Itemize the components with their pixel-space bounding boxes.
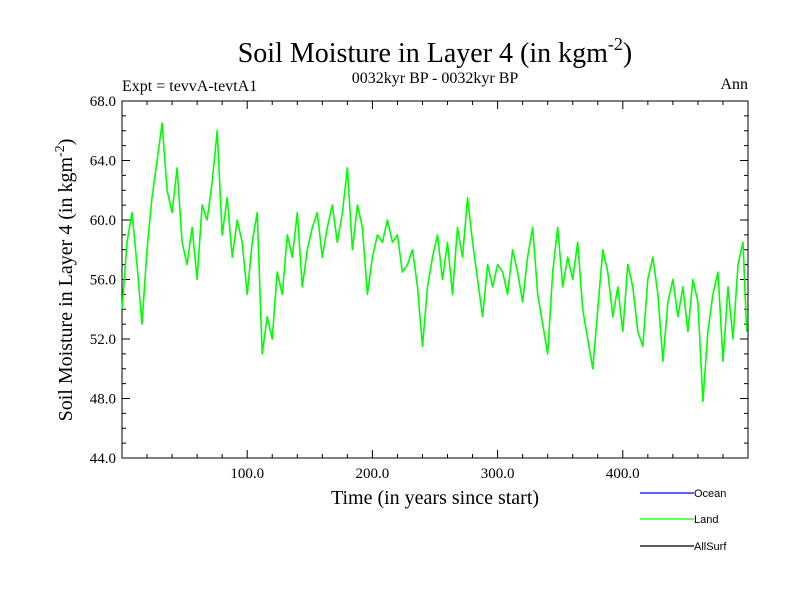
y-tick-label: 52.0 [90, 332, 116, 348]
experiment-label: Expt = tevvA-tevtA1 [122, 78, 257, 95]
x-tick-label: 300.0 [481, 466, 515, 482]
y-axis-label: Soil Moisture in Layer 4 (in kgm-2) [53, 139, 77, 422]
y-tick-label: 60.0 [90, 213, 116, 229]
legend-label: AllSurf [694, 541, 727, 553]
period-label: 0032kyr BP - 0032kyr BP [352, 70, 519, 87]
season-label: Ann [720, 76, 748, 93]
plot-frame [121, 100, 749, 459]
legend-label: Ocean [694, 488, 726, 500]
x-tick-label: 100.0 [230, 466, 264, 482]
x-axis-label: Time (in years since start) [331, 487, 539, 509]
x-tick-label: 200.0 [356, 466, 390, 482]
y-tick-label: 56.0 [90, 273, 116, 289]
y-tick-label: 48.0 [90, 392, 116, 408]
chart-title: Soil Moisture in Layer 4 (in kgm-2) [238, 34, 633, 69]
series-layer [121, 122, 748, 403]
plot-area: 100.0 200.0 300.0 400.0 44.0 48.0 52.0 56.0 60.… [90, 94, 749, 482]
series-line-land [121, 122, 748, 403]
y-tick-label: 68.0 [90, 94, 116, 110]
y-axis: 44.0 48.0 52.0 56.0 60.0 64.0 68.0 [90, 94, 748, 467]
legend-label: Land [694, 514, 718, 526]
y-tick-label: 44.0 [90, 451, 116, 467]
x-axis: 100.0 200.0 300.0 400.0 [146, 101, 724, 482]
y-tick-label: 64.0 [90, 154, 116, 170]
x-tick-label: 400.0 [606, 466, 640, 482]
legend: Ocean Land AllSurf [640, 488, 727, 553]
